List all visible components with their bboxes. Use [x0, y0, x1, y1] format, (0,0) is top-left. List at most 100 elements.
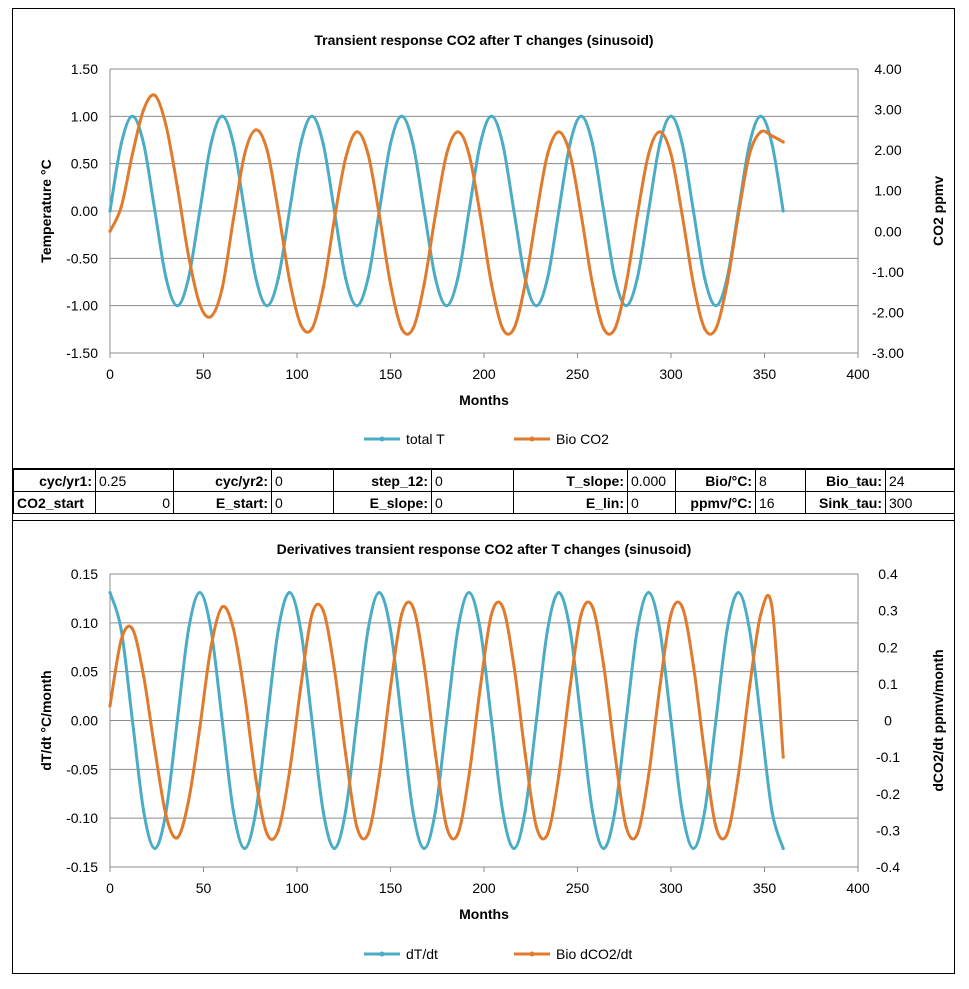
data-point-dt-dt — [119, 628, 123, 632]
param-value[interactable]: 0 — [271, 491, 334, 514]
y2-tick-label: -0.2 — [876, 786, 900, 802]
data-point-dt-dt — [714, 718, 718, 723]
data-point-bio-co2 — [534, 213, 538, 217]
data-point-bio-co2 — [153, 93, 157, 97]
data-point-bio-dco2-dt — [198, 726, 202, 730]
data-point-dt-dt — [243, 846, 247, 851]
data-point-bio-dco2-dt — [445, 825, 449, 829]
param-value[interactable]: 0.000 — [627, 469, 676, 492]
data-point-bio-dco2-dt — [635, 832, 639, 836]
data-point-bio-co2 — [433, 213, 437, 217]
data-point-total-t — [175, 304, 179, 308]
data-point-dt-dt — [590, 809, 595, 813]
param-value[interactable]: 0 — [431, 491, 514, 514]
data-point-total-t — [400, 114, 404, 118]
chart-top: Transient response CO2 after T changes (… — [38, 32, 946, 447]
param-label: Sink_tau: — [805, 491, 886, 514]
data-point-dt-dt — [388, 628, 393, 632]
param-value[interactable]: 16 — [755, 491, 806, 514]
param-value[interactable]: 300 — [885, 491, 955, 514]
y2-tick-label: 0 — [884, 713, 892, 729]
data-point-dt-dt — [310, 718, 314, 723]
data-point-bio-dco2-dt — [658, 685, 662, 690]
data-point-bio-co2 — [366, 152, 370, 156]
data-point-bio-dco2-dt — [388, 685, 393, 690]
data-point-bio-co2 — [377, 213, 381, 217]
data-point-total-t — [759, 114, 763, 118]
data-point-bio-co2 — [175, 185, 179, 189]
data-point-bio-co2 — [545, 152, 550, 156]
legend-marker-bio-dco2-dt — [529, 951, 535, 957]
data-point-total-t — [287, 209, 292, 213]
legend-label: Bio CO2 — [556, 431, 609, 447]
data-point-bio-dco2-dt — [736, 773, 740, 778]
y2-axis-label: dCO2/dt ppmv/month — [930, 649, 946, 791]
data-point-total-t — [680, 142, 684, 146]
legend-marker-bio-co2 — [529, 436, 535, 442]
data-point-total-t — [209, 142, 213, 146]
data-point-bio-dco2-dt — [759, 612, 763, 616]
data-point-total-t — [467, 209, 471, 213]
param-label: Bio_tau: — [805, 469, 886, 492]
data-point-dt-dt — [142, 809, 146, 813]
data-point-bio-co2 — [770, 134, 774, 138]
data-point-bio-dco2-dt — [321, 609, 325, 613]
y2-tick-label: 0.3 — [878, 603, 898, 619]
data-point-bio-co2 — [198, 302, 202, 306]
param-value[interactable]: 0 — [627, 491, 676, 514]
y2-tick-label: 3.00 — [874, 102, 901, 118]
data-point-total-t — [186, 276, 191, 280]
param-value[interactable]: 0.25 — [95, 469, 174, 492]
param-value[interactable]: 0 — [95, 491, 174, 514]
data-point-bio-dco2-dt — [344, 751, 348, 756]
x-tick-label: 400 — [846, 880, 870, 896]
data-point-dt-dt — [355, 718, 359, 723]
data-point-bio-dco2-dt — [512, 663, 516, 668]
data-point-bio-co2 — [523, 282, 527, 286]
data-point-total-t — [545, 276, 550, 280]
data-point-bio-dco2-dt — [186, 799, 191, 803]
param-value[interactable]: 0 — [271, 469, 334, 492]
data-point-dt-dt — [366, 628, 370, 632]
data-point-bio-dco2-dt — [680, 605, 684, 609]
data-point-dt-dt — [568, 628, 572, 632]
data-point-total-t — [557, 209, 561, 213]
data-point-bio-co2 — [624, 282, 628, 286]
data-point-bio-co2 — [445, 152, 449, 156]
data-point-total-t — [624, 304, 628, 308]
data-point-total-t — [635, 276, 639, 280]
y2-tick-label: -1.00 — [872, 264, 904, 280]
param-value[interactable]: 8 — [755, 469, 806, 492]
data-point-dt-dt — [770, 809, 774, 813]
data-point-bio-co2 — [422, 282, 426, 286]
data-point-dt-dt — [276, 628, 280, 632]
x-tick-label: 0 — [106, 880, 114, 896]
data-point-bio-co2 — [680, 213, 684, 217]
data-point-bio-co2 — [613, 327, 617, 331]
data-point-total-t — [198, 209, 202, 213]
data-point-bio-co2 — [759, 130, 763, 134]
data-point-bio-dco2-dt — [422, 663, 426, 668]
param-row-1: cyc/yr1: 0.25 cyc/yr2: 0 step_12: 0 T_sl… — [13, 469, 955, 492]
data-point-bio-co2 — [164, 124, 168, 128]
param-label: E_lin: — [513, 491, 628, 514]
data-point-dt-dt — [411, 809, 415, 813]
param-value[interactable]: 24 — [885, 469, 955, 492]
data-point-bio-co2 — [321, 286, 325, 290]
data-point-total-t — [254, 276, 258, 280]
x-tick-label: 150 — [379, 366, 403, 382]
data-point-bio-dco2-dt — [714, 825, 718, 829]
data-point-bio-dco2-dt — [725, 832, 729, 836]
data-point-bio-co2 — [119, 205, 123, 209]
y2-tick-label: 0.1 — [878, 676, 898, 692]
data-point-bio-dco2-dt — [545, 832, 550, 836]
y-tick-label: 0.05 — [71, 664, 98, 680]
y-tick-label: -1.00 — [66, 298, 98, 314]
data-point-dt-dt — [624, 718, 628, 723]
data-point-bio-dco2-dt — [299, 685, 303, 690]
param-value[interactable]: 0 — [431, 469, 514, 492]
y2-tick-label: 2.00 — [874, 142, 901, 158]
data-point-total-t — [433, 276, 437, 280]
y-tick-label: 1.00 — [71, 108, 98, 124]
data-point-dt-dt — [781, 846, 785, 851]
